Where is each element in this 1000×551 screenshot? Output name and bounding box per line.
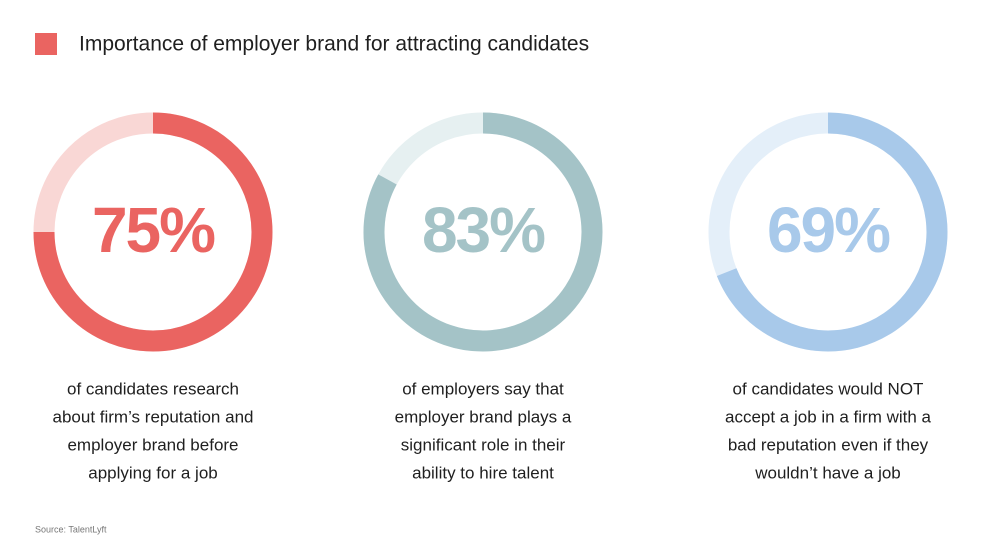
- value-label: 83%: [422, 194, 545, 266]
- caption-line: of candidates research: [67, 379, 239, 398]
- caption-line: of candidates would NOT: [733, 379, 924, 398]
- caption-line: ability to hire talent: [412, 463, 554, 482]
- caption-line: of employers say that: [402, 379, 564, 398]
- title-marker: [35, 33, 57, 55]
- value-label: 75%: [92, 194, 215, 266]
- value-label: 69%: [767, 194, 890, 266]
- caption-line: wouldn’t have a job: [754, 463, 901, 482]
- caption-line: applying for a job: [88, 463, 217, 482]
- caption-line: accept a job in a firm with a: [725, 407, 932, 426]
- source: Source: TalentLyft: [35, 524, 107, 534]
- donut-arc: [33, 112, 273, 352]
- caption-line: employer brand before: [67, 435, 238, 454]
- caption-line: significant role in their: [401, 435, 566, 454]
- title: Importance of employer brand for attract…: [79, 33, 589, 56]
- donut-arc: [363, 112, 603, 352]
- caption-line: about firm’s reputation and: [53, 407, 254, 426]
- donut-arc: [716, 112, 948, 352]
- caption-line: bad reputation even if they: [728, 435, 929, 454]
- caption-line: employer brand plays a: [395, 407, 572, 426]
